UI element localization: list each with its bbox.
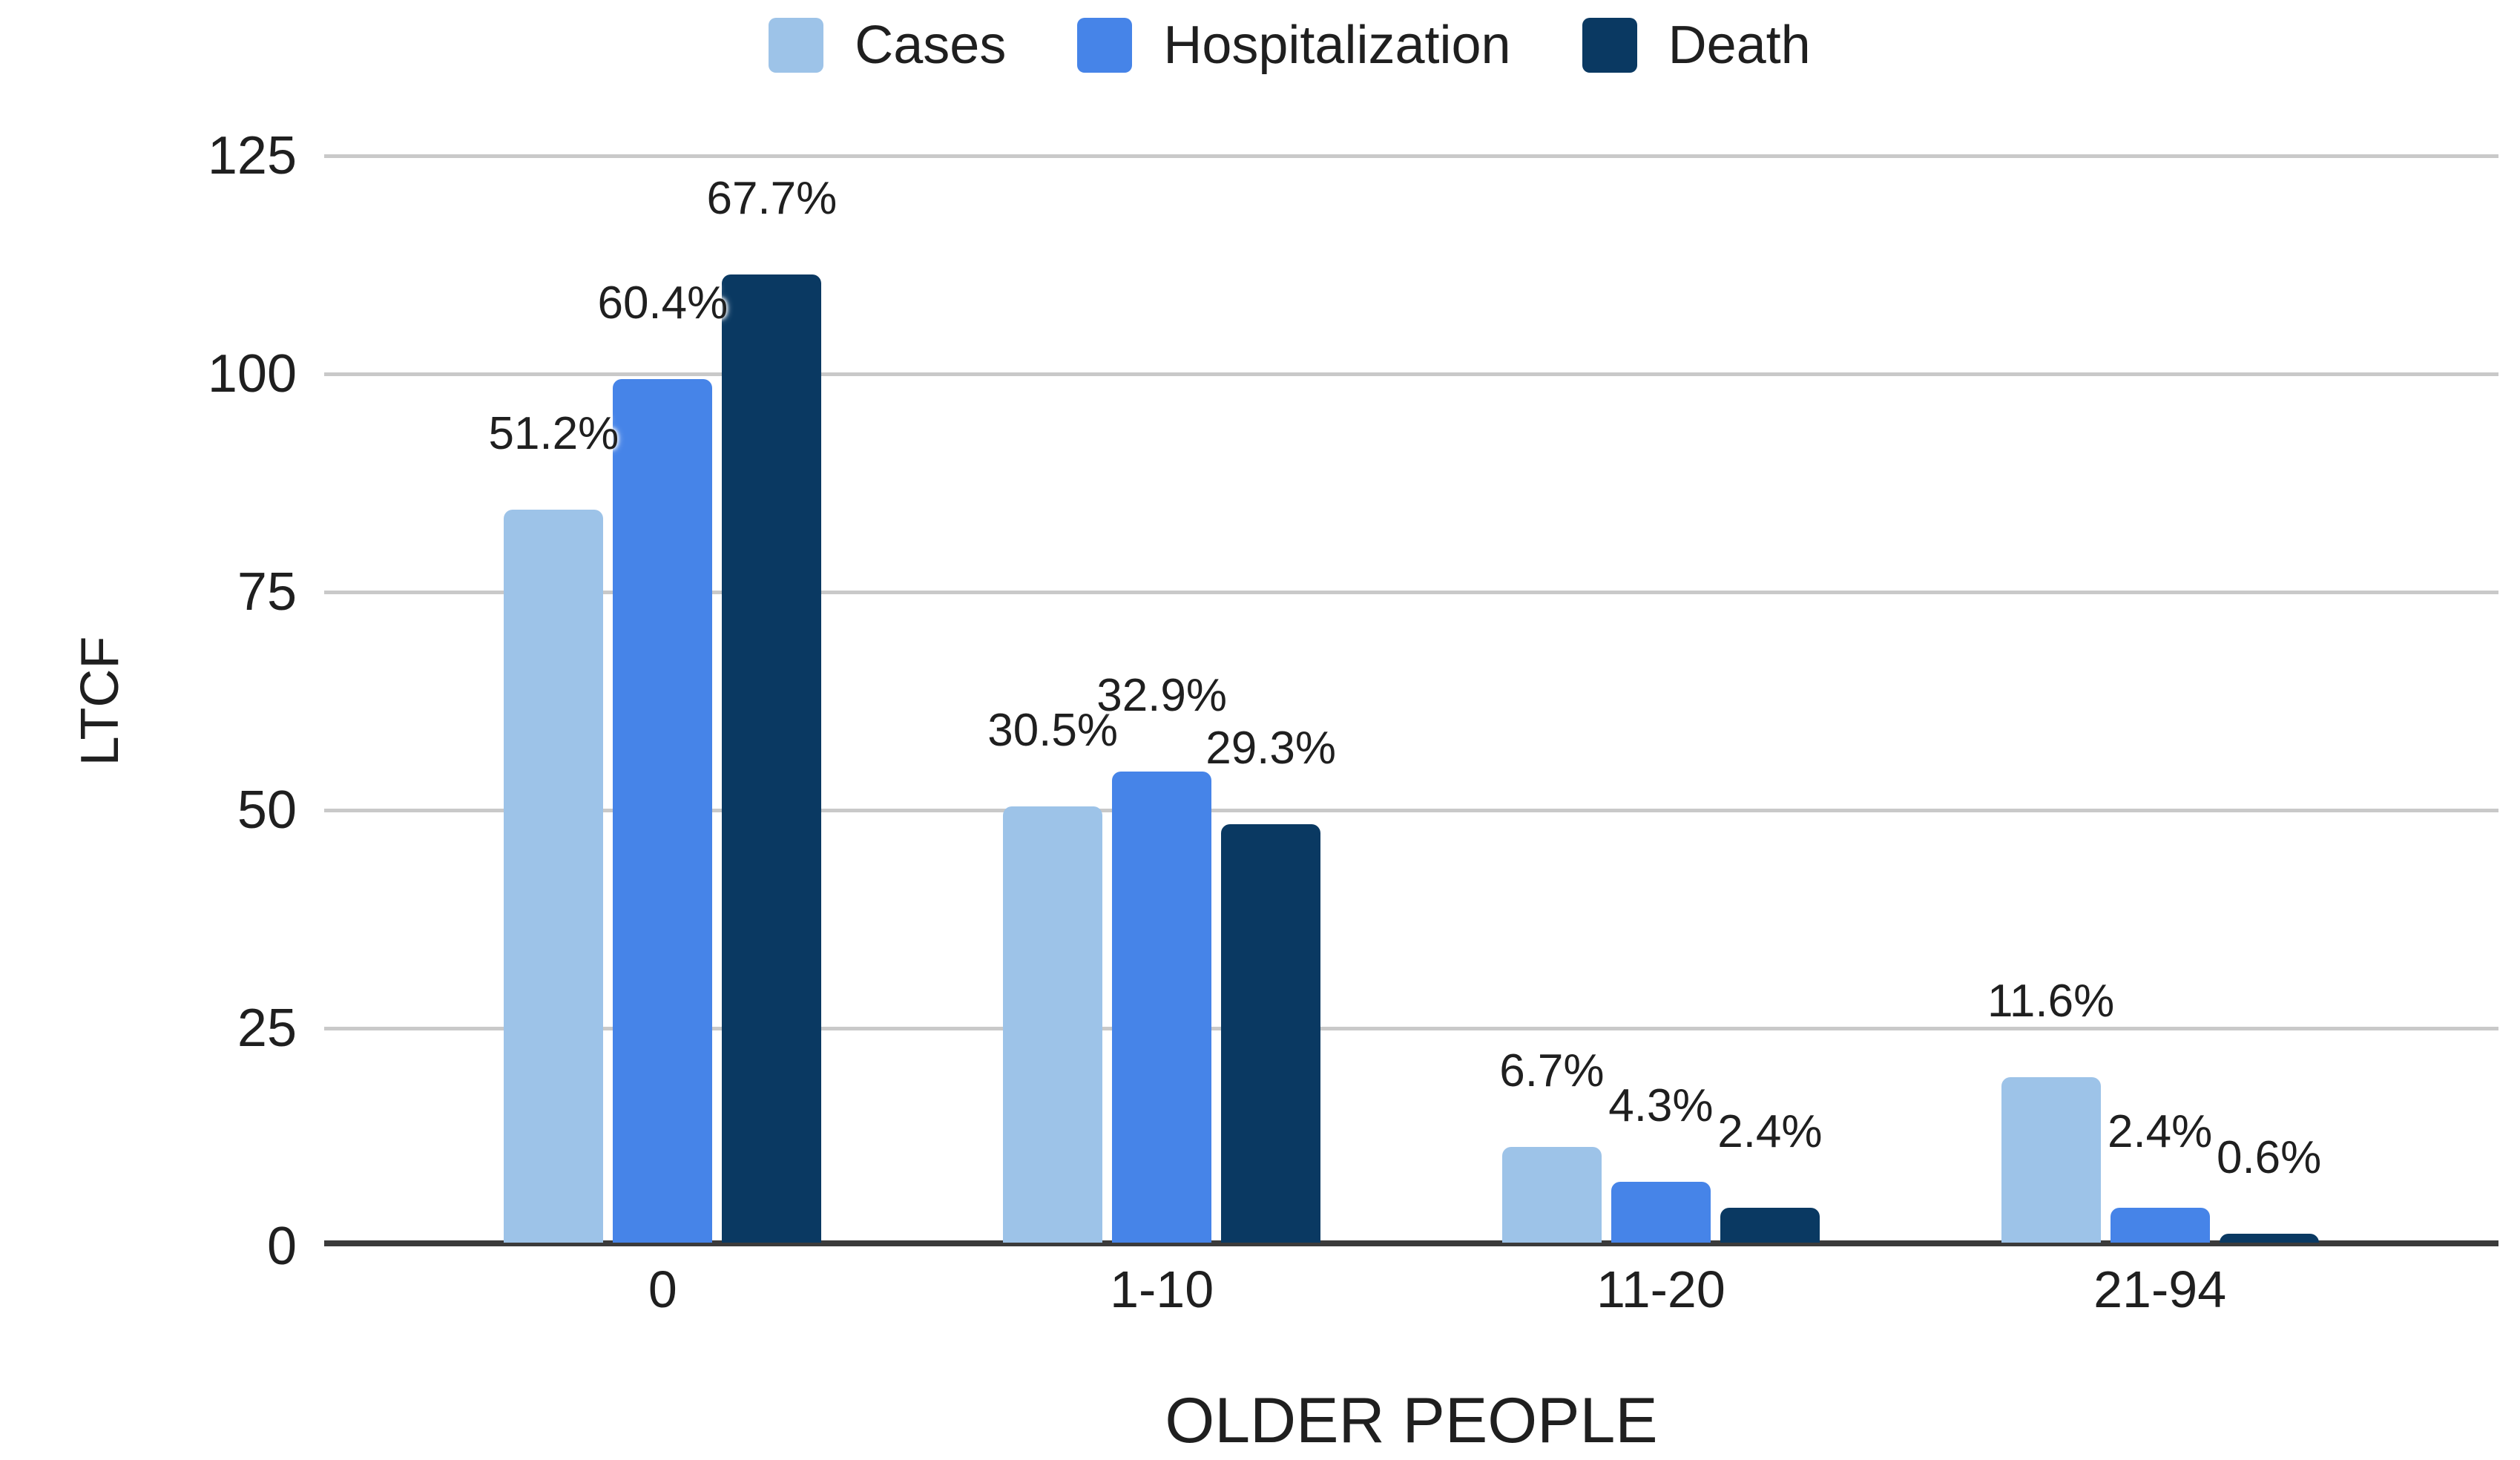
bar-group-0: 51.2% 60.4% 67.7% — [413, 156, 912, 1243]
gridline-y-50 — [324, 809, 2498, 812]
gridline-y-125 — [324, 154, 2498, 158]
bar-slot: 51.2% — [488, 156, 619, 1243]
bar-cases — [2001, 1076, 2101, 1243]
gridline-y-100 — [324, 372, 2498, 376]
y-tick-label: 25 — [237, 999, 297, 1058]
legend-swatch-icon — [769, 18, 824, 73]
bar-value-label: 0.6% — [2216, 1132, 2322, 1184]
bar-value-label: 32.9% — [1096, 669, 1228, 721]
bar-group-21-94: 11.6% 2.4% 0.6% — [1910, 156, 2409, 1243]
x-axis-line — [324, 1240, 2498, 1246]
legend-swatch-icon — [1582, 18, 1637, 73]
bar-slot: 29.3% — [1205, 156, 1336, 1243]
y-axis-title: LTCF — [70, 636, 130, 766]
x-tick-label: 11-20 — [1596, 1260, 1725, 1318]
bar-slot: 2.4% — [1717, 156, 1823, 1243]
bar-cases — [504, 510, 604, 1243]
legend-label: Cases — [855, 16, 1007, 75]
y-tick-label: 0 — [266, 1217, 297, 1276]
bar-value-label: 67.7% — [706, 172, 838, 224]
bar-value-label: 2.4% — [1717, 1105, 1823, 1157]
y-tick-label: 75 — [237, 562, 297, 622]
x-tick-label: 1-10 — [1110, 1260, 1214, 1318]
bar-hospitalization — [613, 378, 713, 1243]
x-tick-label: 0 — [648, 1260, 677, 1318]
bar-slot: 67.7% — [706, 156, 837, 1243]
bar-hospitalization — [2110, 1207, 2210, 1243]
bar-value-label: 4.3% — [1608, 1079, 1714, 1131]
x-axis-ticks: 0 1-10 11-20 21-94 — [413, 1261, 2409, 1321]
legend-item-cases: Cases — [769, 18, 1006, 73]
bar-value-label: 11.6% — [1987, 975, 2115, 1027]
bar-slot: 60.4% — [597, 156, 728, 1243]
plot-area — [324, 154, 2498, 1246]
x-axis-title: OLDER PEOPLE — [1165, 1385, 1658, 1456]
x-tick-label: 21-94 — [2093, 1260, 2227, 1318]
bar-slot: 11.6% — [1987, 156, 2114, 1243]
bar-group-1-10: 30.5% 32.9% 29.3% — [912, 156, 1412, 1243]
gridline-y-25 — [324, 1027, 2498, 1030]
bar-value-label: 29.3% — [1205, 722, 1337, 774]
legend-item-death: Death — [1582, 18, 1811, 73]
bar-hospitalization — [1611, 1181, 1711, 1243]
bar-value-label: 60.4% — [597, 277, 728, 329]
bar-death — [1720, 1207, 1820, 1243]
bar-group-11-20: 6.7% 4.3% 2.4% — [1412, 156, 1911, 1243]
legend-item-hospitalization: Hospitalization — [1077, 16, 1511, 75]
bar-cases — [1501, 1146, 1602, 1243]
chart-legend: Cases Hospitalization Death — [30, 12, 2520, 79]
legend-label: Hospitalization — [1163, 16, 1511, 75]
bar-slot: 30.5% — [987, 156, 1118, 1243]
bar-slot: 2.4% — [2107, 156, 2213, 1243]
bar-death — [2219, 1234, 2319, 1243]
bar-cases — [1003, 806, 1103, 1243]
bar-death — [1221, 823, 1321, 1243]
bar-slot: 32.9% — [1096, 156, 1227, 1243]
bar-slot: 4.3% — [1608, 156, 1714, 1243]
bar-groups: 51.2% 60.4% 67.7% 30.5% 32.9% 29.3% 6.7% 4.3% 2.… — [413, 156, 2409, 1243]
bar-death — [722, 274, 822, 1243]
bar-slot: 0.6% — [2216, 156, 2322, 1243]
y-tick-label: 125 — [207, 126, 297, 185]
bar-value-label: 2.4% — [2107, 1105, 2213, 1157]
legend-label: Death — [1668, 16, 1811, 75]
bar-value-label: 6.7% — [1499, 1045, 1605, 1096]
bar-value-label: 30.5% — [987, 705, 1119, 756]
gridline-y-75 — [324, 591, 2498, 594]
y-tick-label: 50 — [237, 780, 297, 840]
y-tick-label: 100 — [207, 344, 297, 404]
bar-slot: 6.7% — [1499, 156, 1605, 1243]
legend-swatch-icon — [1077, 18, 1133, 73]
bar-hospitalization — [1112, 771, 1212, 1243]
bar-value-label: 51.2% — [488, 408, 619, 460]
